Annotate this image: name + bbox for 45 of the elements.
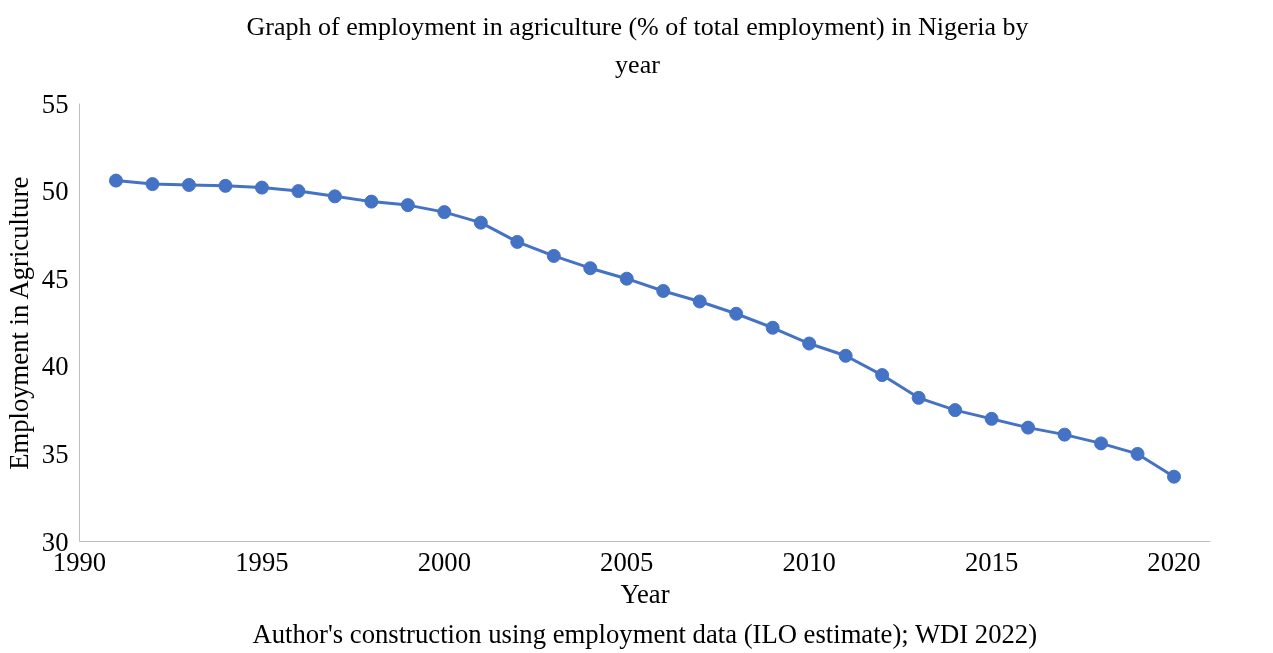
y-tick-label: 55 [41,88,69,119]
x-tick-label: 2015 [964,546,1019,577]
point [692,294,707,309]
point [546,248,561,263]
x-tick-label: 2005 [600,546,654,577]
point [838,348,853,363]
point [948,403,963,418]
x-tick-label: 2010 [782,546,836,577]
y-tick-label: 40 [41,351,69,382]
point [802,336,817,351]
y-tick-label: 35 [41,438,69,469]
y-tick-label: 45 [41,263,69,294]
point [1021,420,1036,435]
chart-title: Graph of employment in agriculture (% of total employment) in Nigeria by year [246,11,1029,81]
point [1094,436,1109,451]
point [510,234,525,249]
point [473,215,488,230]
point [145,177,160,192]
point [984,411,999,426]
point [1057,427,1072,442]
y-axis-title: Employment in Agriculture [3,176,34,470]
text: Author's construction using employment data (ILO estimate); WDI 2022) [252,618,1038,649]
point [765,320,780,335]
point [254,180,269,195]
point [911,390,926,405]
point [291,184,306,199]
point [729,306,744,321]
x-tick-label: 2000 [417,546,471,577]
point [364,194,379,209]
point [1167,469,1182,484]
x-axis-title: Year [620,578,670,609]
point [218,178,233,193]
point [437,205,452,220]
point [583,261,598,276]
point [875,368,890,383]
y-tick-label: 50 [41,176,69,207]
point [656,283,671,298]
point [619,271,634,286]
point [327,189,342,204]
point [400,198,415,213]
x-tick-label: 1995 [235,546,289,577]
point [108,173,123,188]
point [181,177,196,192]
point [1130,446,1145,461]
x-tick-label: 2020 [1147,546,1201,577]
